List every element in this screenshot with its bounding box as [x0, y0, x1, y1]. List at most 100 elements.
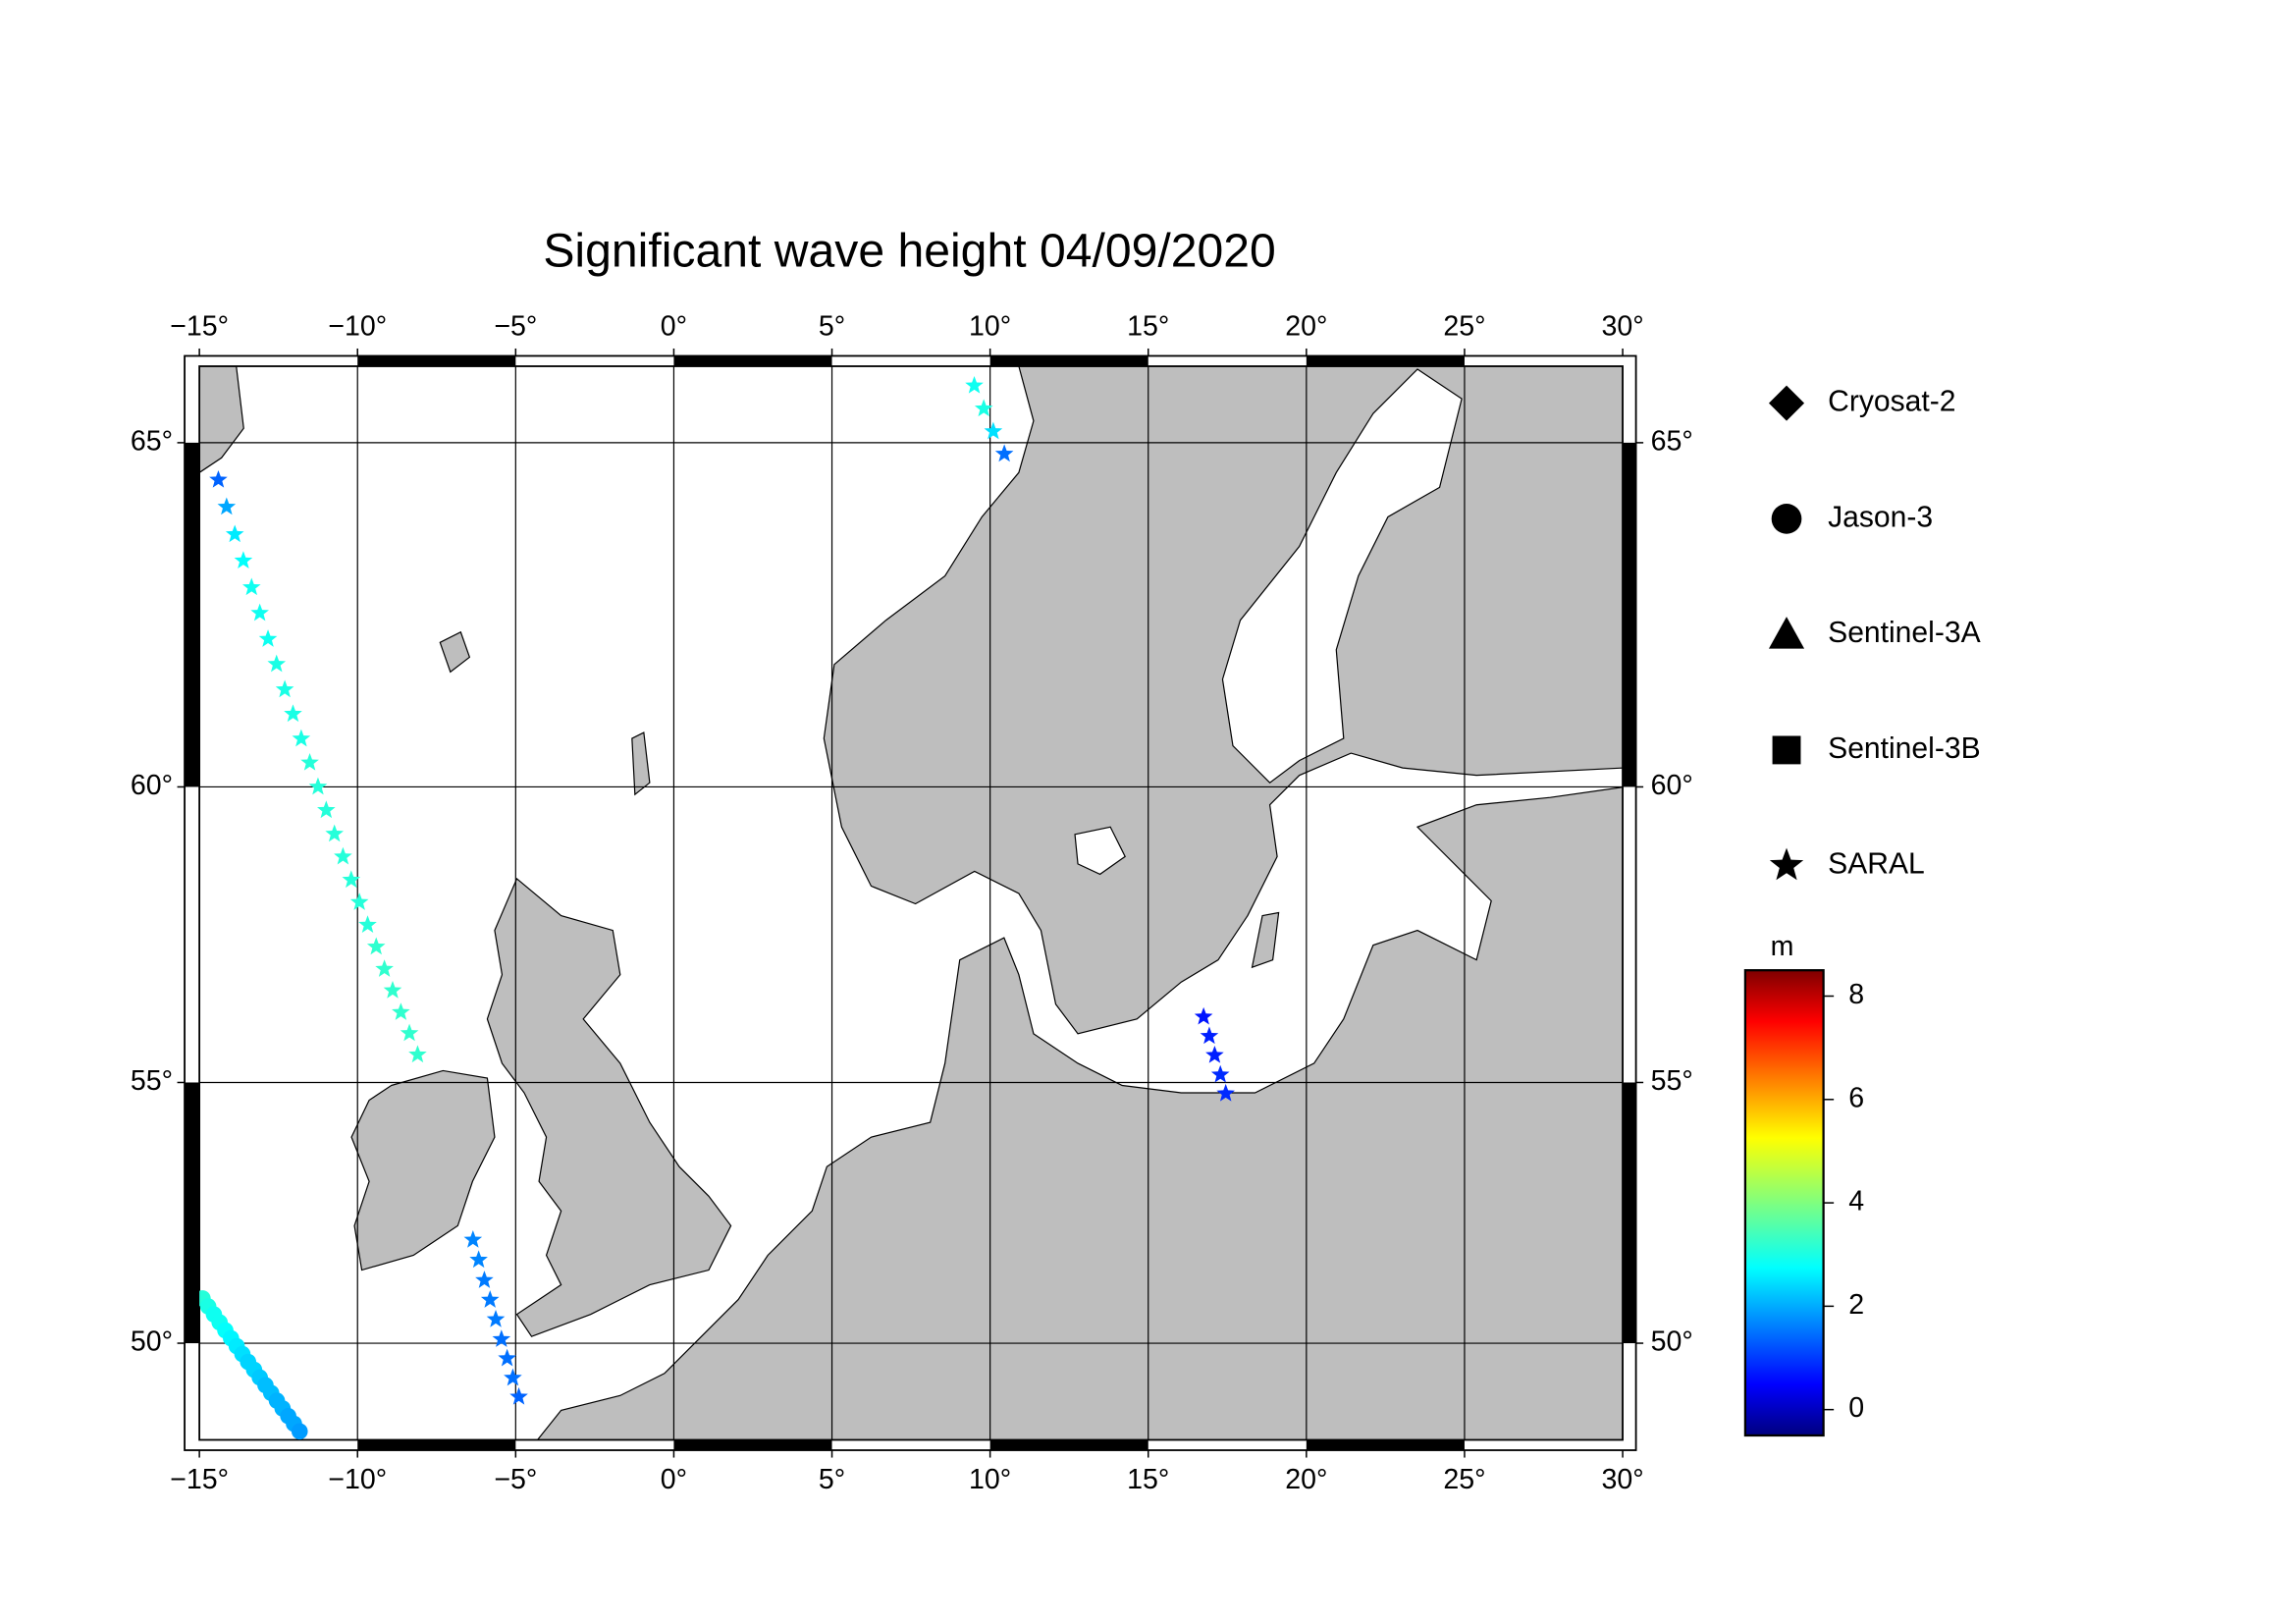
- marker-star: [325, 824, 345, 842]
- frame-bar: [357, 355, 516, 367]
- colorbar-tick-label: 8: [1848, 979, 1864, 1010]
- frame-bar: [673, 1439, 832, 1451]
- frame-bar: [673, 355, 832, 367]
- marker-star: [300, 752, 319, 771]
- marker-star: [375, 959, 394, 977]
- x-tick-label: 25°: [1443, 310, 1485, 342]
- marker-star: [492, 1329, 511, 1347]
- colorbar-label: m: [1771, 931, 1794, 962]
- x-tick-label: 30°: [1601, 1464, 1643, 1495]
- marker-star: [1194, 1006, 1213, 1025]
- marker-star: [383, 981, 402, 999]
- x-tick-label: 30°: [1601, 310, 1643, 342]
- x-tick-label: −5°: [494, 310, 537, 342]
- marker-star: [366, 937, 386, 955]
- marker-star: [284, 704, 302, 723]
- marker-star: [217, 497, 237, 515]
- frame-bar: [1623, 1082, 1636, 1344]
- marker-star: [342, 870, 361, 889]
- x-tick-label: 0°: [661, 310, 687, 342]
- x-tick-label: 10°: [969, 310, 1011, 342]
- frame-bar: [989, 1439, 1148, 1451]
- x-tick-label: 5°: [819, 1464, 845, 1495]
- x-tick-label: 10°: [969, 1464, 1011, 1495]
- y-tick-label: 65°: [131, 425, 173, 457]
- marker-star: [258, 629, 278, 647]
- marker-triangle: [1768, 617, 1805, 649]
- marker-circle: [1771, 504, 1802, 534]
- marker-star: [486, 1310, 506, 1327]
- outer-frame: [184, 354, 1637, 1451]
- x-tick-label: 15°: [1127, 310, 1169, 342]
- gotland: [1251, 911, 1280, 969]
- marker-star: [400, 1023, 419, 1042]
- tracks: [199, 375, 1235, 1440]
- marker-star: [241, 577, 261, 596]
- marker-star: [234, 551, 253, 568]
- x-tick-label: 20°: [1285, 310, 1327, 342]
- shetland: [631, 731, 651, 796]
- x-tick-label: 0°: [661, 1464, 687, 1495]
- marker-star: [498, 1348, 516, 1367]
- gulf-of-bothnia: [1221, 368, 1463, 784]
- x-tick-label: −10°: [328, 310, 387, 342]
- frame-bar: [357, 1439, 516, 1451]
- frame-bar: [1306, 355, 1465, 367]
- legend-label: SARAL: [1828, 848, 1925, 881]
- x-tick-label: −5°: [494, 1464, 537, 1495]
- frame-bar: [1306, 1439, 1465, 1451]
- y-tick-label: 50°: [1651, 1326, 1693, 1358]
- marker-star: [1769, 847, 1804, 881]
- marker-star: [1216, 1083, 1235, 1102]
- colorbar-tick-label: 2: [1848, 1289, 1864, 1321]
- marker-star: [225, 524, 244, 543]
- x-tick-label: 5°: [819, 310, 845, 342]
- marker-star: [317, 800, 336, 819]
- frame-bar: [989, 355, 1148, 367]
- graticule: [199, 366, 1624, 1440]
- y-tick-label: 60°: [131, 770, 173, 801]
- x-tick-label: −15°: [170, 310, 229, 342]
- marker-star: [509, 1386, 528, 1405]
- marker-star: [1200, 1026, 1219, 1045]
- marker-star: [349, 893, 369, 910]
- marker-star: [974, 399, 993, 417]
- marker-star: [334, 846, 352, 865]
- marker-square: [1772, 735, 1801, 765]
- legend-label: Cryosat-2: [1828, 386, 1955, 418]
- marker-star: [392, 1002, 410, 1020]
- marker-star: [984, 421, 1003, 440]
- marker-star: [292, 729, 311, 747]
- marker-star: [408, 1045, 427, 1063]
- colorbar: [1743, 969, 1825, 1437]
- marker-star: [965, 375, 984, 394]
- scandinavia: [823, 366, 1624, 1035]
- x-tick-label: −10°: [328, 1464, 387, 1495]
- map-title: Significant wave height 04/09/2020: [543, 224, 1275, 277]
- marker-diamond: [1768, 385, 1805, 421]
- colorbar-tick-label: 4: [1848, 1186, 1864, 1217]
- y-tick-label: 55°: [131, 1065, 173, 1097]
- faroe: [439, 630, 471, 674]
- colorbar-tick-label: 6: [1848, 1082, 1864, 1113]
- legend-label: Sentinel-3A: [1828, 617, 1981, 649]
- legend-label: Jason-3: [1828, 501, 1933, 533]
- marker-star: [469, 1250, 488, 1269]
- x-tick-label: 20°: [1285, 1464, 1327, 1495]
- marker-star: [209, 469, 228, 488]
- marker-star: [475, 1271, 494, 1288]
- great-britain: [486, 877, 732, 1337]
- marker-star: [267, 654, 287, 673]
- basemap: [199, 366, 1624, 1440]
- legend-label: Sentinel-3B: [1828, 732, 1981, 765]
- marker-circle: [291, 1423, 308, 1440]
- y-tick-label: 50°: [131, 1326, 173, 1358]
- marker-star: [250, 603, 269, 622]
- x-tick-label: 25°: [1443, 1464, 1485, 1495]
- x-tick-label: 15°: [1127, 1464, 1169, 1495]
- marker-star: [1210, 1064, 1230, 1083]
- marker-star: [358, 915, 377, 933]
- marker-star: [1205, 1045, 1224, 1063]
- marker-star: [275, 679, 294, 698]
